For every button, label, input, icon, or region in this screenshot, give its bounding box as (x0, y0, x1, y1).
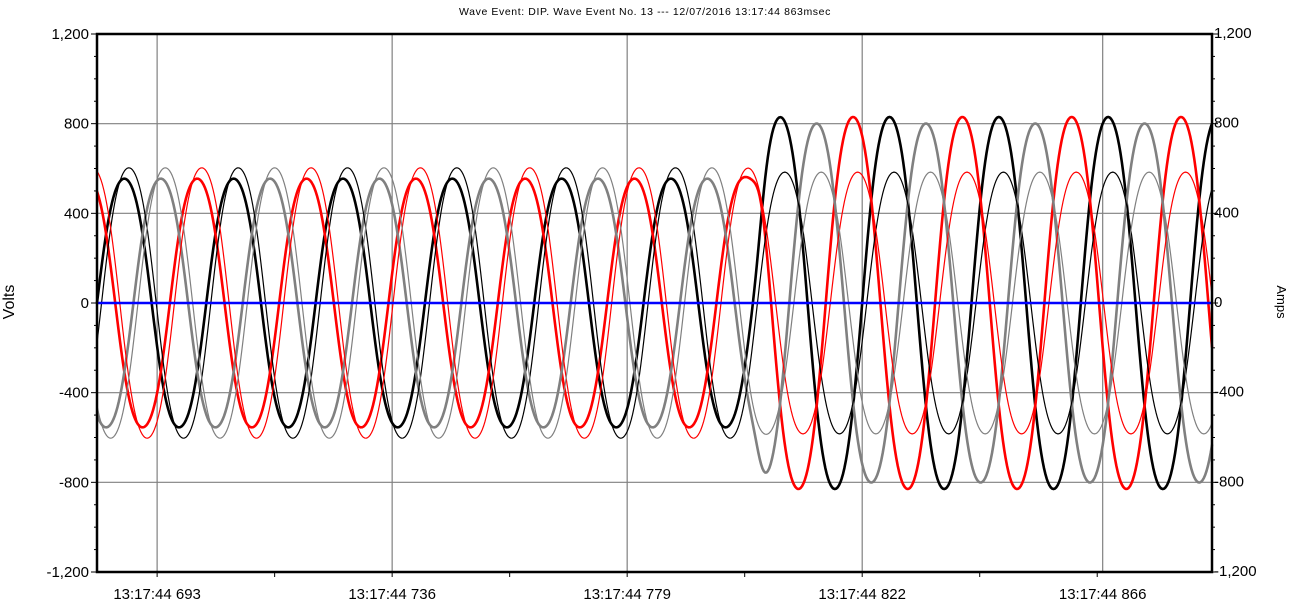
y2-axis-label: Amps (1274, 285, 1289, 319)
y-tick-label: -800 (59, 474, 89, 491)
y-axis-label: Volts (1, 285, 18, 320)
y2-tick-label: -800 (1214, 473, 1244, 490)
x-tick-label: 13:17:44 736 (348, 586, 436, 603)
y2-tick-label: 1,200 (1214, 25, 1252, 42)
series-line-5 (96, 167, 1213, 439)
y-tick-label: 400 (64, 205, 89, 222)
y-tick-label: 800 (64, 116, 89, 133)
y2-tick-label: 800 (1214, 115, 1239, 132)
series-line-6 (96, 167, 1213, 439)
y-tick-label: -1,200 (46, 564, 89, 581)
x-tick-label: 13:17:44 693 (113, 586, 201, 603)
ticks: -1,200 -1,200 -800 -800 -400 -400 0 0 400 400 800 8… (46, 25, 1256, 603)
y2-tick-label: 0 (1214, 294, 1222, 311)
y2-tick-label: 400 (1214, 204, 1239, 221)
x-tick-label: 13:17:44 822 (818, 586, 906, 603)
series-line-3 (95, 122, 1214, 484)
y2-tick-label: -1,200 (1214, 563, 1257, 580)
y-tick-label: 1,200 (51, 26, 89, 43)
y-tick-label: -400 (59, 385, 89, 402)
y-tick-label: 0 (81, 295, 89, 312)
series-line-4 (96, 167, 1213, 439)
x-tick-label: 13:17:44 866 (1059, 586, 1147, 603)
chart-title: Wave Event: DIP. Wave Event No. 13 --- 1… (459, 6, 831, 18)
series-layer (95, 115, 1214, 491)
y2-tick-label: -400 (1214, 384, 1244, 401)
x-tick-label: 13:17:44 779 (583, 586, 671, 603)
